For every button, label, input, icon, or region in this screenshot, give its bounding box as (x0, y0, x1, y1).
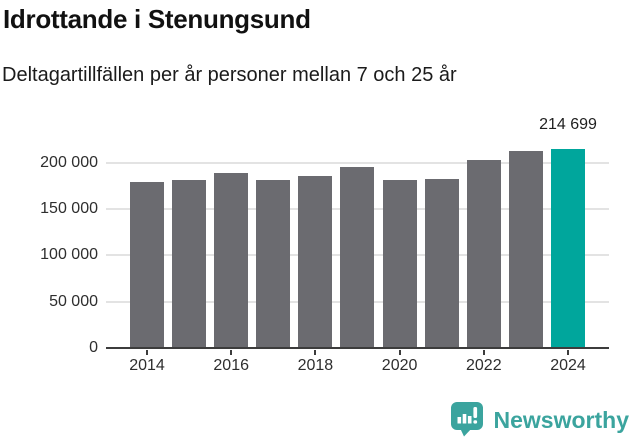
x-tick-label: 2014 (129, 357, 165, 374)
bar-2020 (382, 180, 417, 348)
x-tick-mark (230, 350, 233, 355)
bars (130, 136, 585, 348)
x-tick-mark (314, 350, 317, 355)
bar-2014 (130, 182, 164, 348)
bar-2017 (256, 180, 291, 348)
y-tick-label: 200 000 (40, 153, 98, 171)
bar-2016 (214, 173, 249, 348)
bar-2022 (466, 160, 501, 348)
y-tick-label: 150 000 (40, 200, 98, 218)
bar-2018 (298, 176, 333, 348)
x-tick-label: 2022 (466, 357, 502, 374)
bar-value-annotation: 214 699 (539, 116, 597, 133)
bar-2024 (550, 149, 585, 348)
bar-2019 (340, 167, 375, 348)
bar-2023 (508, 151, 543, 348)
chart-subtitle: Deltagartillfällen per år personer mella… (2, 64, 457, 86)
page-title: Idrottande i Stenungsund (3, 4, 311, 34)
x-axis-line (106, 346, 609, 349)
brand-name: Newsworthy (493, 406, 629, 433)
y-axis-labels: 0 50 000 100 000 150 000 200 000 (0, 0, 98, 439)
plot-area (106, 136, 609, 355)
gridline (106, 161, 609, 164)
x-tick-label: 2018 (297, 357, 334, 374)
x-tick-mark (146, 350, 148, 355)
y-tick-label: 50 000 (49, 292, 98, 310)
x-tick-label: 2024 (550, 357, 586, 374)
x-tick-mark (567, 350, 569, 355)
x-tick-label: 2020 (381, 357, 418, 374)
y-tick-label: 0 (89, 339, 98, 356)
x-tick-label: 2016 (213, 357, 249, 374)
y-tick-label: 100 000 (40, 246, 98, 264)
bar-2021 (424, 179, 459, 348)
x-tick-mark (482, 350, 485, 355)
bar-chart-speech-bubble-icon (450, 402, 483, 437)
newsworthy-logo: Newsworthy (450, 402, 629, 437)
bar-2015 (172, 180, 207, 348)
x-tick-mark (398, 350, 401, 355)
